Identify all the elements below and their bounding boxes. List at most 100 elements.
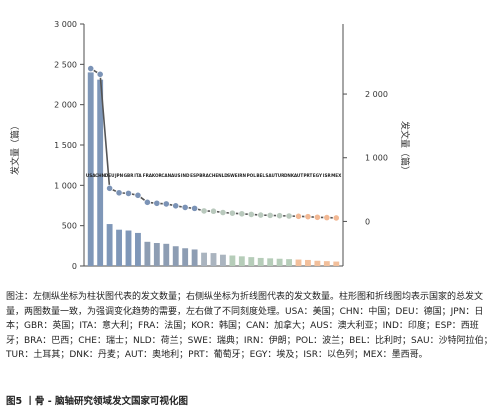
bar-TUR [276,258,283,266]
point-ITA [134,191,142,199]
bar-FRA [144,241,151,266]
x-tick-labels: USA CHN DEU JPN GBR ITA FRA KOR CAN AUS IND ESP BRA C… [86,173,342,178]
x-tick-label: PRT [303,173,312,178]
y-right-tick-label: 0 [365,217,370,226]
bar-SWE [229,255,236,266]
point-PRT [304,213,312,221]
x-tick-label: SAU [265,173,275,178]
point-SWE [228,209,236,217]
x-tick-label: KOR [152,173,163,178]
x-tick-label: IND [181,173,190,178]
bar-ISR [323,261,330,266]
point-IRN [238,210,246,218]
bar-series [87,72,340,267]
x-tick-label: CAN [161,173,171,178]
bar-ESP [191,249,198,266]
point-ESP [191,204,199,212]
point-GBR [124,189,133,197]
y-axis-right-label: 发文量（篇） [399,121,411,175]
bar-KOR [153,243,160,266]
x-tick-label: JPN [114,173,124,178]
point-FRA [143,198,151,206]
bar-DNK [286,259,292,266]
x-tick-label: CHE [209,173,219,178]
x-tick-label: CHN [95,173,106,178]
y-left-tick-label: 1 500 [54,141,77,150]
x-tick-label: EGY [313,173,323,178]
point-CHN [96,70,104,78]
x-tick-label: ITA [134,173,142,178]
bar-GBR [125,230,132,266]
point-ISR [323,214,331,222]
chart: 0 500 1 000 1 500 2 000 2 500 3 000 0 1 000 2 00… [9,20,411,271]
point-POL [247,210,255,219]
bar-BRA [201,252,207,266]
point-BEL [257,211,265,219]
point-BRA [200,207,208,215]
bar-EGY [314,260,321,266]
y-left-tick-label: 1 000 [54,181,77,190]
point-AUT [294,212,303,220]
point-EGY [313,213,321,221]
bar-NLD [220,254,226,266]
bar-IRN [238,256,245,266]
x-tick-label: ISR [323,173,332,178]
bar-SAU [267,258,274,266]
x-tick-label: BRA [199,173,209,178]
point-SAU [266,211,274,219]
bar-AUS [172,246,179,266]
bar-JPN [116,229,122,266]
x-tick-label: AUT [294,173,304,178]
y-left-tick-label: 3 000 [54,20,77,29]
point-TUR [276,212,284,220]
bar-POL [248,257,255,266]
x-tick-label: BEL [256,173,265,178]
figure-caption: 图注：左侧纵坐标为柱状图代表的发文数量；右侧纵坐标为折线图代表的发文数量。柱形图… [6,292,493,361]
x-tick-label: ESP [190,173,199,178]
y-axis-left-label: 发文量（篇） [9,121,21,175]
bar-BEL [257,257,264,266]
bar-CHN [97,79,104,266]
x-tick-label: DNK [284,173,295,178]
point-JPN [115,189,123,197]
x-tick-label: FRA [143,173,153,178]
bar-ITA [135,232,141,266]
bar-DEU [106,224,113,266]
x-tick-label: AUS [171,173,181,178]
y-left-tick-label: 500 [62,222,77,231]
x-tick-label: NLD [218,173,228,178]
x-tick-label: DEU [105,173,115,178]
x-tick-label: POL [247,173,257,178]
point-MEX [332,214,340,222]
x-tick-label: MEX [331,173,342,178]
point-KOR [153,199,161,207]
point-DEU [106,184,114,192]
y-left-tick-label: 2 000 [54,101,77,110]
point-DNK [285,212,293,220]
y-left-tick-label: 0 [72,262,77,271]
y-right-tick-label: 2 000 [365,90,388,99]
right-axis: 0 1 000 2 000 [342,24,388,266]
bar-AUT [295,259,302,266]
x-tick-label: IRN [238,173,247,178]
x-tick-label: USA [86,173,96,178]
point-CHE [209,207,218,215]
point-AUS [172,202,180,210]
x-tick-label: SWE [227,173,238,178]
bar-CAN [163,243,170,266]
y-right-tick-label: 1 000 [365,154,388,163]
bar-USA [87,72,94,267]
figure-title: 图5 丨骨 - 脑轴研究领域发文国家可视化图 [6,396,188,407]
point-NLD [219,208,227,217]
line-series [87,64,340,222]
bar-PRT [305,259,311,266]
bar-CHE [210,253,217,266]
y-left-tick-label: 2 500 [54,60,77,69]
point-USA [87,64,95,73]
x-tick-label: GBR [124,173,135,178]
bar-MEX [333,261,340,266]
point-CAN [162,200,170,208]
bar-IND [182,248,189,266]
x-tick-label: TUR [275,173,285,178]
point-IND [181,203,189,212]
